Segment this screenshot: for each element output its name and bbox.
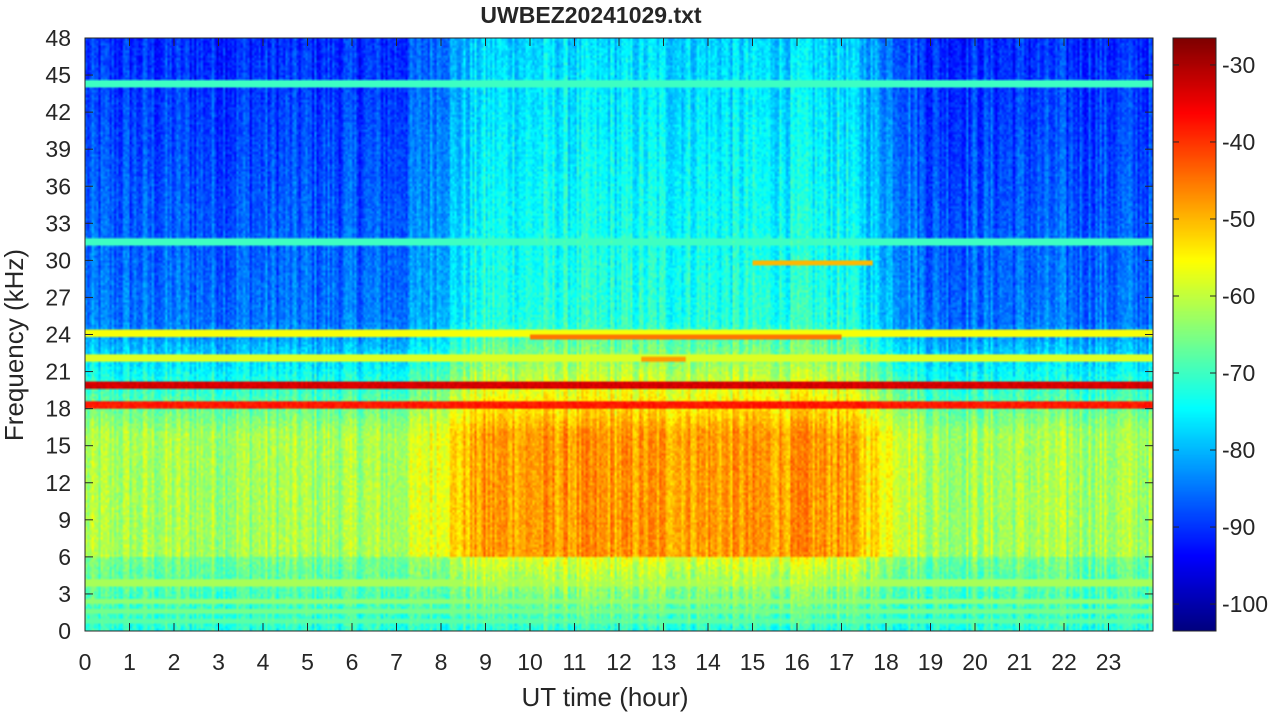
colorbar-tick-label: -100: [1222, 591, 1268, 617]
x-tick-label: 5: [301, 649, 314, 675]
colorbar-tick-label: -50: [1222, 206, 1255, 232]
y-tick-label: 30: [45, 247, 71, 273]
x-tick-label: 7: [390, 649, 403, 675]
y-tick-label: 3: [58, 581, 71, 607]
plot-area: 0 1 2 3 4 5 6 7 8 9 10 11 12 13 14 15 16 17 18 19 20 21 22 23 0…: [45, 25, 1154, 675]
x-tick-label: 13: [651, 649, 677, 675]
colorbar-tick-label: -90: [1222, 514, 1255, 540]
y-tick-label: 39: [45, 136, 71, 162]
y-tick-label: 12: [45, 470, 71, 496]
y-tick-label: 33: [45, 210, 71, 236]
y-tick-label: 45: [45, 62, 71, 88]
colorbar-tick-label: -40: [1222, 129, 1255, 155]
x-tick-label: 15: [740, 649, 766, 675]
y-tick-label: 48: [45, 25, 71, 51]
y-tick-label: 15: [45, 433, 71, 459]
colorbar-gradient: [1173, 38, 1216, 631]
x-tick-label: 22: [1051, 649, 1077, 675]
x-tick-label: 18: [873, 649, 899, 675]
y-tick-label: 9: [58, 507, 71, 533]
colorbar-tick-label: -80: [1222, 437, 1255, 463]
x-tick-label: 2: [168, 649, 181, 675]
x-axis: 0 1 2 3 4 5 6 7 8 9 10 11 12 13 14 15 16 17 18 19 20 21 22 23: [79, 38, 1122, 675]
x-tick-label: 4: [257, 649, 270, 675]
x-tick-label: 14: [695, 649, 721, 675]
x-tick-label: 23: [1096, 649, 1122, 675]
colorbar-tick-label: -30: [1222, 52, 1255, 78]
x-tick-label: 11: [563, 649, 587, 675]
y-tick-label: 24: [45, 322, 71, 348]
y-tick-label: 27: [45, 284, 71, 310]
y-tick-label: 6: [58, 544, 71, 570]
spectrogram-heatmap: [85, 38, 1153, 631]
colorbar-tick-label: -70: [1222, 360, 1255, 386]
x-tick-label: 9: [479, 649, 492, 675]
x-tick-label: 17: [829, 649, 855, 675]
x-tick-label: 10: [517, 649, 543, 675]
colorbar-ticks: -30 -40 -50 -60 -70 -80 -90 -100: [1173, 52, 1268, 617]
x-tick-label: 8: [435, 649, 448, 675]
x-tick-label: 19: [918, 649, 944, 675]
x-tick-label: 20: [962, 649, 988, 675]
x-tick-label: 12: [606, 649, 632, 675]
x-axis-label: UT time (hour): [521, 682, 688, 712]
colorbar-frame: [1172, 37, 1217, 632]
x-tick-label: 0: [79, 649, 92, 675]
y-tick-label: 21: [45, 359, 71, 385]
y-tick-label: 0: [58, 618, 71, 644]
y-axis-label: Frequency (kHz): [0, 249, 29, 441]
x-tick-label: 21: [1007, 649, 1033, 675]
x-tick-label: 6: [346, 649, 359, 675]
y-tick-label: 42: [45, 99, 71, 125]
colorbar-tick-label: -60: [1222, 283, 1255, 309]
chart-title: UWBEZ20241029.txt: [480, 2, 701, 28]
x-tick-label: 3: [212, 649, 225, 675]
x-tick-label: 16: [784, 649, 810, 675]
y-tick-label: 18: [45, 396, 71, 422]
y-tick-label: 36: [45, 173, 71, 199]
x-tick-label: 1: [123, 649, 136, 675]
colorbar: -30 -40 -50 -60 -70 -80 -90 -100: [1172, 37, 1268, 632]
